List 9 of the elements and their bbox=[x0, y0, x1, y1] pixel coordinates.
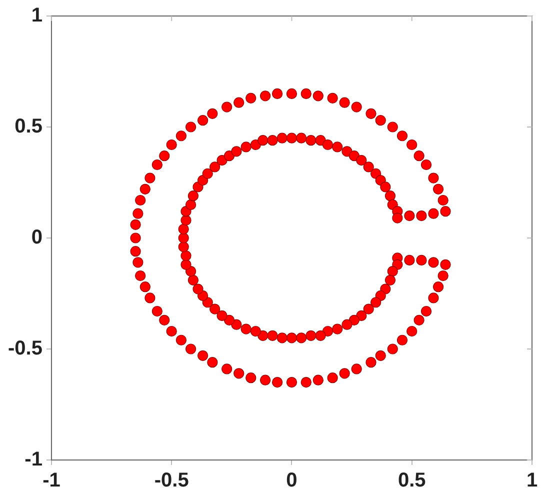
x-tick-label: -0.5 bbox=[154, 470, 189, 492]
y-tick-label: -1 bbox=[24, 448, 42, 471]
x-tick-label: 0 bbox=[286, 470, 298, 492]
y-tick-label: 0.5 bbox=[14, 116, 42, 138]
x-tick-label: 0.5 bbox=[398, 470, 426, 492]
x-tick-label: 1 bbox=[526, 470, 538, 492]
y-tick-label: 0 bbox=[31, 226, 42, 249]
y-tick-label: 1 bbox=[31, 4, 42, 27]
y-tick-label: -0.5 bbox=[8, 338, 42, 360]
